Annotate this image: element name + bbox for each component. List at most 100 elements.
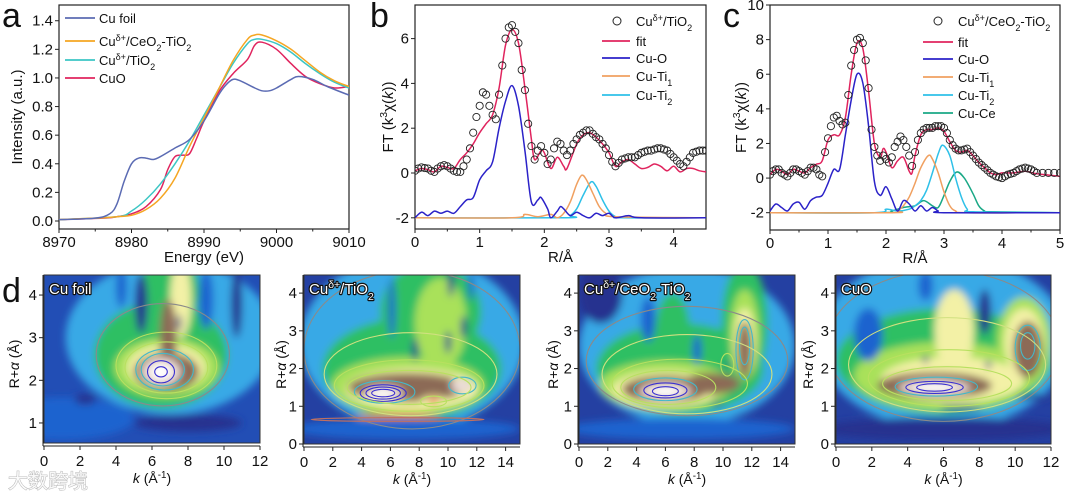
data-point	[546, 155, 555, 164]
y-tick-label: 2	[29, 372, 37, 389]
y-tick-label: 2	[821, 361, 829, 378]
heatmap-region	[978, 289, 991, 335]
x-tick-label: 10	[1007, 454, 1024, 471]
data-point	[823, 134, 833, 143]
plot-frame	[835, 274, 1052, 445]
data-point	[695, 146, 704, 155]
plot-frame	[769, 4, 1061, 231]
heatmap-region	[640, 296, 656, 343]
x-tick-label: 4	[357, 454, 365, 471]
heatmap	[44, 275, 260, 443]
x-tick-label: 8	[690, 454, 698, 471]
heatmap-region	[1013, 321, 1043, 378]
plot-frame	[414, 4, 707, 230]
heatmap-title: Cuδ+/CeO2-TiO2	[584, 279, 691, 303]
heatmap-region	[939, 405, 983, 411]
heatmap-region	[372, 389, 395, 397]
data-point	[566, 146, 575, 155]
contour-line	[847, 317, 1047, 413]
x-tick-label: 9000	[260, 234, 293, 251]
x-axis-label: k (Å-1)	[393, 471, 431, 488]
series-line	[59, 38, 349, 221]
series-line	[770, 144, 1060, 214]
data-point	[507, 21, 517, 30]
heatmap	[579, 275, 795, 444]
x-tick-label: 10	[216, 453, 233, 470]
x-tick-label: 6	[661, 454, 669, 471]
data-point	[1044, 168, 1053, 177]
data-point	[495, 90, 504, 99]
data-point	[475, 101, 484, 110]
data-point	[701, 146, 706, 155]
x-tick-label: 12	[743, 454, 760, 471]
x-tick-label: 2	[604, 454, 612, 471]
data-point	[841, 118, 850, 127]
contour-line	[916, 383, 954, 392]
data-point	[844, 90, 853, 100]
series-line	[415, 28, 706, 173]
data-point	[905, 151, 914, 160]
data-point	[511, 27, 520, 36]
y-axis-label: R+α (Å)	[273, 340, 289, 389]
series-line	[415, 180, 706, 219]
y-tick-label: 1	[564, 398, 572, 415]
series-line	[59, 33, 349, 221]
legend-marker	[933, 16, 943, 26]
legend-label: Cuδ+/TiO2	[636, 13, 692, 33]
data-point	[934, 122, 943, 131]
contour-line	[643, 382, 688, 399]
series-line	[770, 39, 1060, 178]
series-line	[59, 41, 349, 221]
x-tick-label: 3	[940, 235, 948, 252]
data-point	[540, 148, 549, 157]
plot-frame	[43, 274, 261, 444]
contour-line	[310, 417, 485, 422]
panel-letter: d	[2, 272, 21, 310]
x-tick-label: 5	[1056, 235, 1064, 252]
y-axis-label: Intensity (a.u.)	[9, 69, 26, 164]
data-point	[469, 128, 478, 137]
data-point	[980, 163, 989, 172]
y-tick-label: 4	[289, 285, 297, 302]
data-point	[582, 126, 591, 135]
data-point	[1038, 168, 1047, 177]
heatmap-region	[445, 330, 451, 354]
plot-frame	[578, 274, 796, 445]
heatmap-region	[836, 417, 1051, 441]
data-point	[913, 135, 922, 145]
heatmap-region	[985, 361, 991, 369]
y-axis-label: R+α (Å)	[545, 340, 561, 389]
plot-frame	[303, 274, 521, 445]
data-point	[931, 122, 940, 131]
y-tick-label: 1	[289, 398, 297, 415]
data-point	[899, 135, 908, 145]
legend-label: Cuδ+/CeO2-TiO2	[99, 33, 191, 53]
data-point	[498, 61, 507, 70]
x-tick-label: 12	[252, 453, 269, 470]
x-tick-label: 4	[112, 453, 120, 470]
data-point	[415, 166, 420, 175]
y-tick-label: 0.2	[32, 184, 53, 201]
contour-line	[867, 349, 1031, 407]
series-line	[770, 72, 1060, 214]
heatmap-region	[934, 289, 974, 373]
y-tick-label: 1.0	[32, 70, 53, 87]
y-tick-label: 0.8	[32, 99, 53, 116]
y-tick-label: 0	[289, 436, 297, 453]
x-tick-label: 12	[468, 454, 485, 471]
heatmap-region	[579, 418, 795, 440]
data-point	[858, 39, 867, 48]
legend-label: Cuδ+/CeO2-TiO2	[958, 13, 1050, 33]
data-point	[643, 146, 652, 155]
y-tick-label: 0	[401, 165, 409, 182]
x-tick-label: 4	[998, 235, 1006, 252]
x-tick-label: 10	[440, 454, 457, 471]
legend-label: fit	[636, 34, 647, 49]
y-tick-label: 3	[29, 330, 37, 347]
heatmap-region	[913, 383, 957, 392]
y-tick-label: 4	[821, 285, 829, 302]
